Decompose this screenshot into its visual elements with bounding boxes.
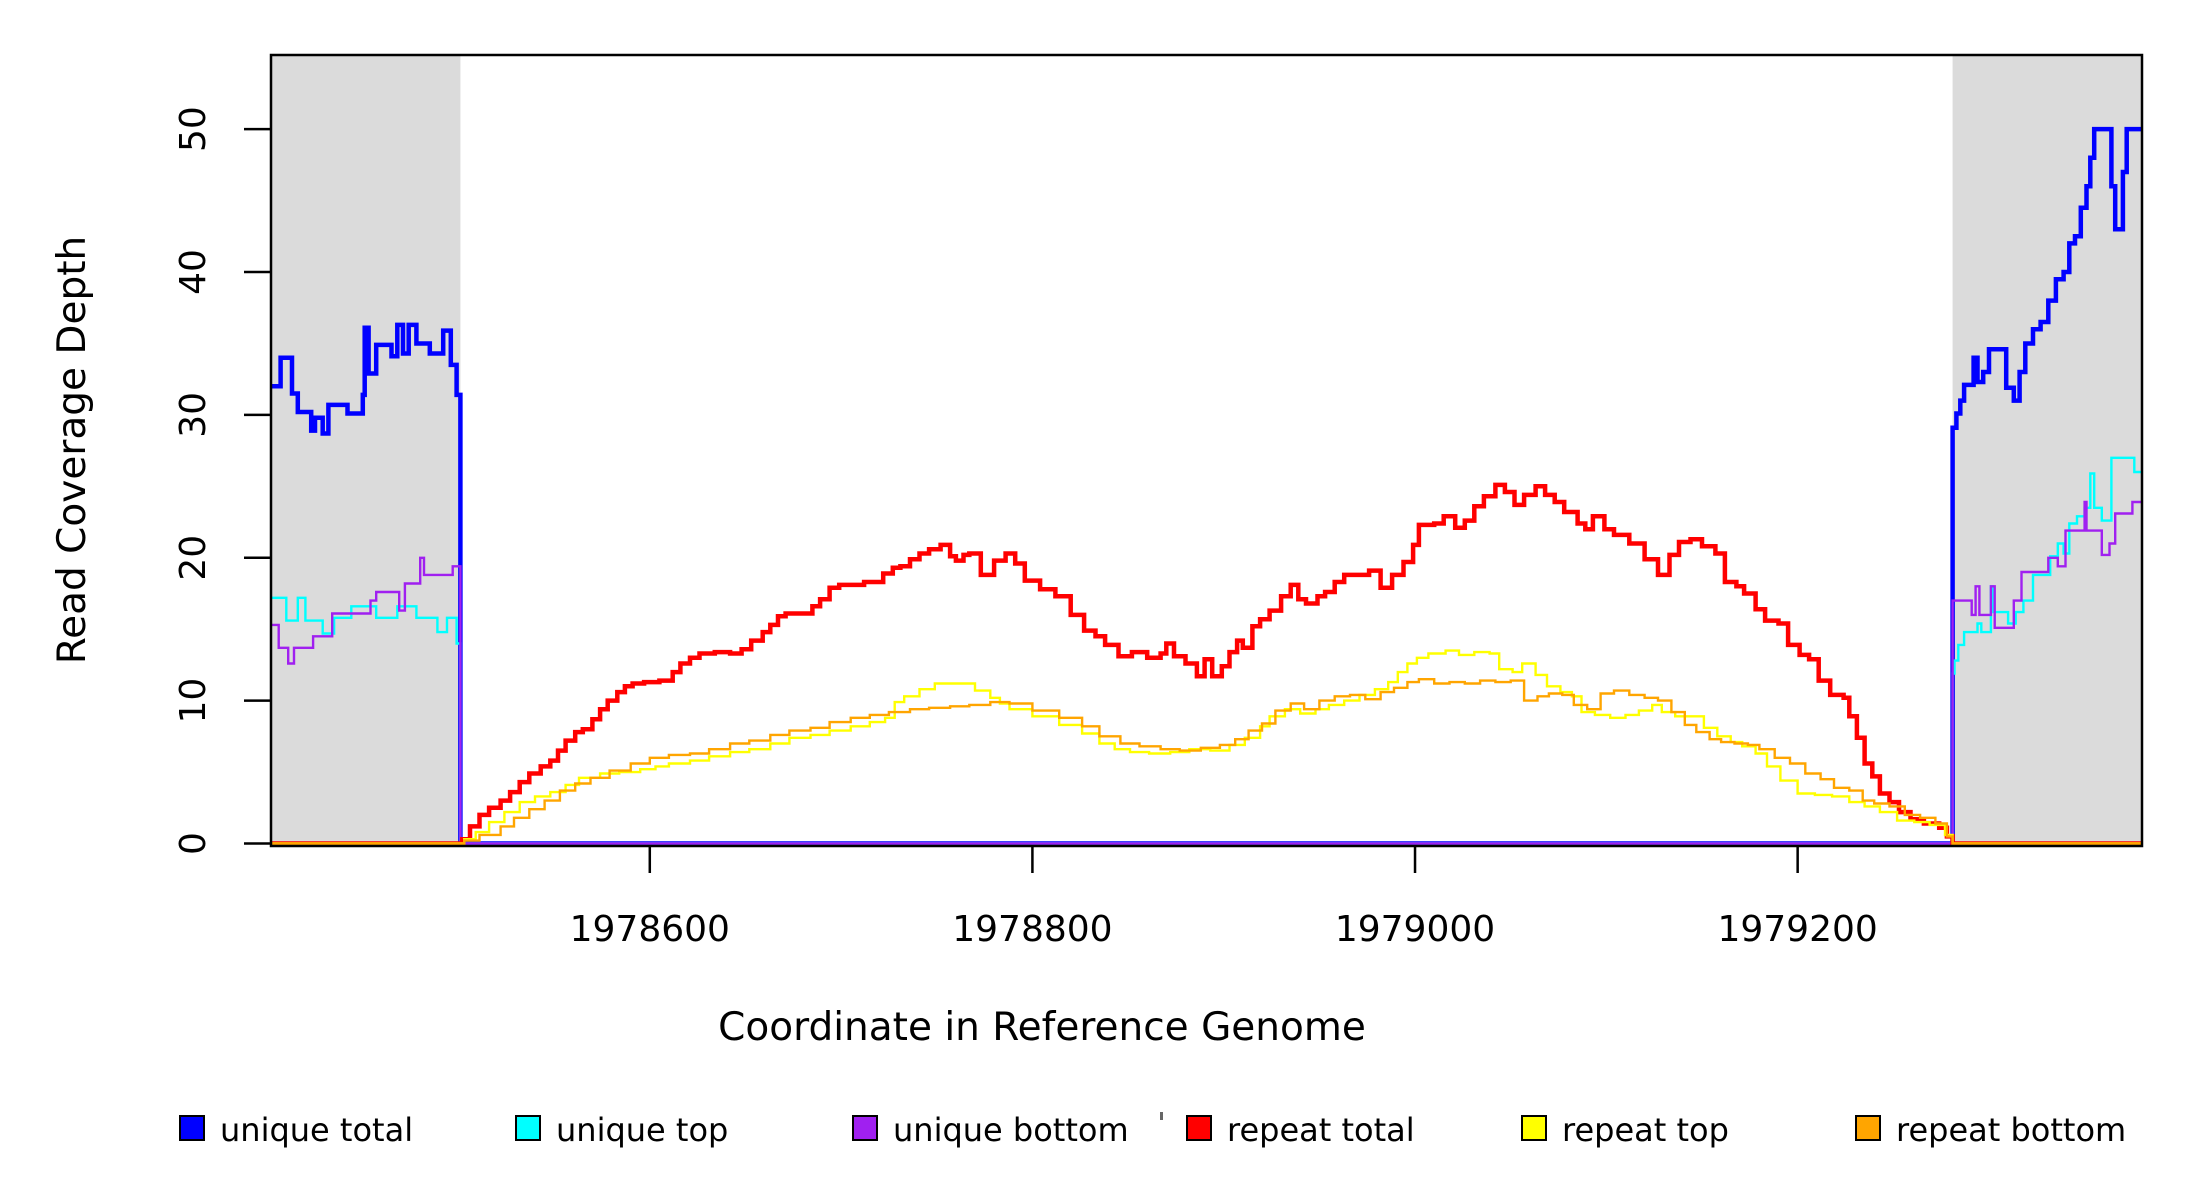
axis-titles: Coordinate in Reference Genome Read Cove… [50, 236, 1366, 1050]
repeat-region-shade-0 [271, 55, 461, 846]
x-axis-title: Coordinate in Reference Genome [718, 1005, 1366, 1050]
legend-label-unique-bottom: unique bottom [893, 1111, 1129, 1149]
legend-swatch-repeat-top [1521, 1115, 1547, 1141]
series-line-unique-bottom [271, 500, 2142, 845]
legend-label-repeat-total: repeat total [1227, 1111, 1415, 1149]
y-tick-label-2: 20 [173, 535, 214, 581]
y-tick-label-5: 50 [173, 106, 214, 152]
legend-label-repeat-bottom: repeat bottom [1896, 1111, 2126, 1149]
x-tick-label-3: 1979200 [1717, 909, 1877, 950]
legend-swatch-unique-bottom [852, 1115, 878, 1141]
legend-swatch-repeat-total [1186, 1115, 1212, 1141]
series-line-repeat-total [271, 482, 2142, 846]
legend: unique total unique top unique bottom repea… [179, 1111, 2126, 1149]
y-tick-label-1: 10 [173, 678, 214, 724]
axes [244, 53, 2144, 873]
x-tick-label-1: 1978800 [952, 909, 1112, 950]
legend-label-unique-top: unique top [556, 1111, 728, 1149]
tick-labels: 1978600 1978800 1979000 1979200 0 10 20 30 40 50 [173, 106, 1878, 950]
legend-label-repeat-top: repeat top [1562, 1111, 1729, 1149]
y-axis-title: Read Coverage Depth [50, 236, 95, 664]
series-line-repeat-top [271, 649, 2142, 845]
y-tick-label-4: 40 [173, 249, 214, 295]
legend-swatch-unique-top [515, 1115, 541, 1141]
y-tick-label-3: 30 [173, 392, 214, 438]
shaded-repeat-regions [271, 55, 2142, 846]
series-line-unique-total [271, 126, 2142, 846]
series-line-repeat-bottom [271, 678, 2142, 845]
series-line-unique-top [271, 456, 2142, 845]
legend-swatch-unique-total [179, 1115, 205, 1141]
y-tick-label-0: 0 [173, 832, 214, 855]
x-tick-label-0: 1978600 [570, 909, 730, 950]
x-tick-label-2: 1979000 [1335, 909, 1495, 950]
plot-box [269, 53, 2144, 848]
stray-mark [1160, 1112, 1163, 1120]
legend-label-unique-total: unique total [220, 1111, 413, 1149]
legend-swatch-repeat-bottom [1855, 1115, 1881, 1141]
coverage-series-lines [271, 126, 2142, 846]
